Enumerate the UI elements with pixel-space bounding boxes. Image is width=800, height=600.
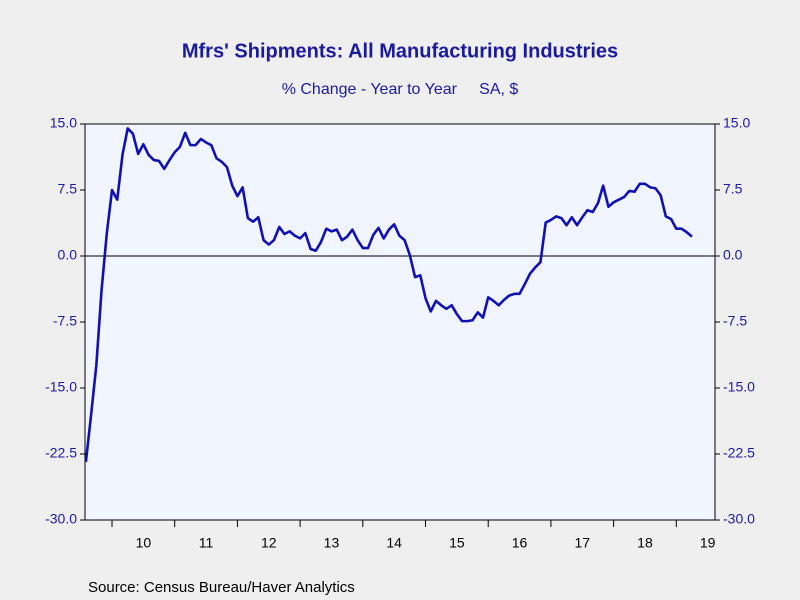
y-tick-label-left: 0.0 — [58, 247, 78, 263]
x-tick-label: 14 — [386, 535, 402, 551]
x-tick-label: 19 — [700, 535, 716, 551]
y-tick-label-right: -15.0 — [723, 379, 755, 395]
x-tick-label: 15 — [449, 535, 465, 551]
chart-title: Mfrs' Shipments: All Manufacturing Indus… — [182, 40, 618, 62]
x-tick-label: 17 — [574, 535, 590, 551]
chart-subtitle: % Change - Year to Year SA, $ — [282, 81, 519, 98]
y-tick-label-left: -7.5 — [53, 313, 77, 329]
source-note: Source: Census Bureau/Haver Analytics — [88, 579, 355, 596]
series-line — [84, 127, 693, 463]
y-tick-label-right: 15.0 — [723, 115, 750, 131]
y-tick-label-right: -7.5 — [723, 313, 747, 329]
x-tick-label: 11 — [199, 535, 214, 551]
y-tick-label-right: 7.5 — [723, 181, 743, 197]
x-tick-label: 18 — [637, 535, 653, 551]
x-tick-label: 12 — [261, 535, 277, 551]
y-tick-label-left: -22.5 — [45, 445, 77, 461]
x-tick-label: 13 — [324, 535, 340, 551]
plot-area — [84, 123, 716, 521]
x-tick-label: 16 — [512, 535, 528, 551]
y-tick-label-left: -30.0 — [45, 511, 77, 527]
x-tick-label: 10 — [136, 535, 152, 551]
y-tick-label-left: 7.5 — [58, 181, 78, 197]
y-tick-label-left: -15.0 — [45, 379, 77, 395]
y-tick-label-left: 15.0 — [50, 115, 77, 131]
y-tick-label-right: -30.0 — [723, 511, 755, 527]
y-tick-label-right: 0.0 — [723, 247, 743, 263]
y-tick-label-right: -22.5 — [723, 445, 755, 461]
